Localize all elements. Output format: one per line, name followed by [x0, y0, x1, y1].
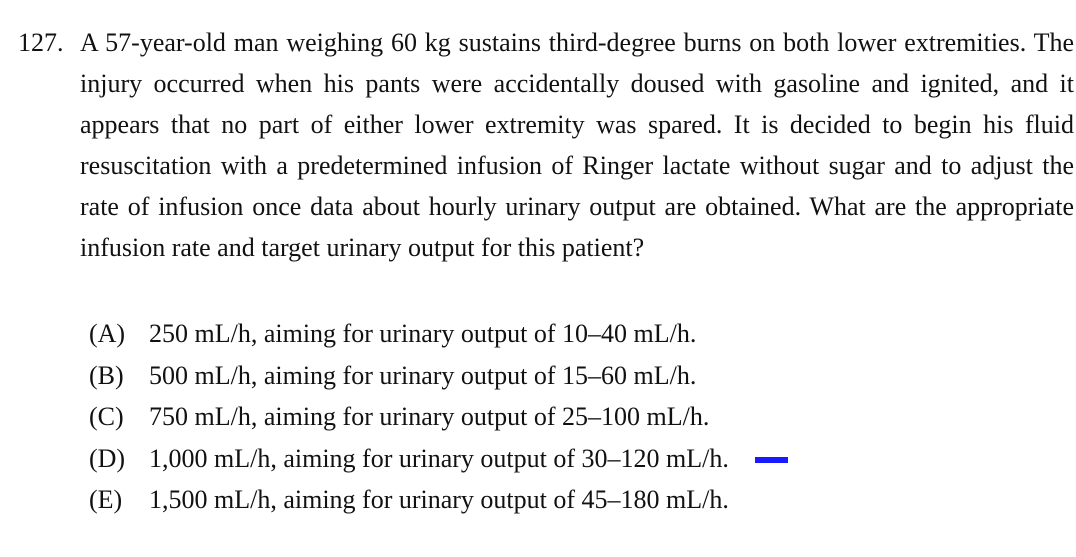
- option-letter: (C): [89, 402, 124, 431]
- option-d[interactable]: (D) 1,000 mL/h, aiming for urinary output…: [89, 438, 788, 480]
- option-text: 1,000 mL/h, aiming for urinary output of…: [149, 443, 729, 473]
- option-letter: (D): [89, 443, 126, 473]
- option-text: 750 mL/h, aiming for urinary output of 2…: [149, 402, 710, 431]
- answer-options: (A) 250 mL/h, aiming for urinary output o…: [89, 313, 788, 521]
- option-a[interactable]: (A) 250 mL/h, aiming for urinary output o…: [89, 313, 788, 355]
- option-e[interactable]: (E) 1,500 mL/h, aiming for urinary output…: [89, 479, 788, 521]
- option-letter: (A): [89, 319, 126, 348]
- option-letter: (E): [89, 485, 123, 514]
- answer-marker: [754, 456, 788, 463]
- option-text: 250 mL/h, aiming for urinary output of 1…: [149, 319, 697, 348]
- option-text: 500 mL/h, aiming for urinary output of 1…: [149, 360, 697, 390]
- question-number: 127.: [18, 28, 64, 57]
- option-c[interactable]: (C) 750 mL/h, aiming for urinary output o…: [89, 396, 788, 438]
- option-letter: (B): [89, 360, 124, 390]
- option-b[interactable]: (B) 500 mL/h, aiming for urinary output o…: [89, 355, 788, 397]
- option-text: 1,500 mL/h, aiming for urinary output of…: [149, 485, 729, 514]
- question-stem: A 57-year-old man weighing 60 kg sustain…: [80, 28, 1074, 262]
